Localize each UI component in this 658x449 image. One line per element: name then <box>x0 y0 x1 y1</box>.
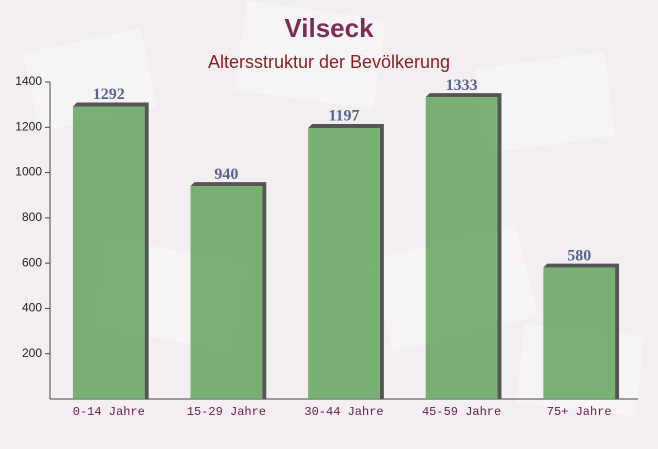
x-tick-label: 75+ Jahre <box>547 405 612 419</box>
value-label: 1333 <box>446 77 478 94</box>
x-tick-label: 0-14 Jahre <box>73 405 145 419</box>
y-tick-label: 1200 <box>15 119 42 133</box>
value-label: 940 <box>214 166 238 183</box>
x-tick-label: 30-44 Jahre <box>304 405 383 419</box>
bar <box>308 127 380 399</box>
x-tick-label: 15-29 Jahre <box>187 405 266 419</box>
y-tick-label: 200 <box>22 346 42 360</box>
y-tick-label: 800 <box>22 210 42 224</box>
y-tick-label: 1400 <box>15 74 42 88</box>
chart-subtitle: Altersstruktur der Bevölkerung <box>208 52 450 72</box>
bar <box>72 106 145 399</box>
y-tick-label: 400 <box>22 301 42 315</box>
y-tick-label: 1000 <box>15 165 42 179</box>
value-label: 1292 <box>93 86 125 103</box>
x-tick-label: 45-59 Jahre <box>422 405 501 419</box>
value-label: 580 <box>567 247 591 264</box>
bar <box>190 186 263 399</box>
bar <box>543 267 616 399</box>
bar <box>425 97 498 399</box>
chart-title: Vilseck <box>284 13 374 43</box>
y-tick-label: 600 <box>22 255 42 269</box>
value-label: 1197 <box>328 108 359 125</box>
